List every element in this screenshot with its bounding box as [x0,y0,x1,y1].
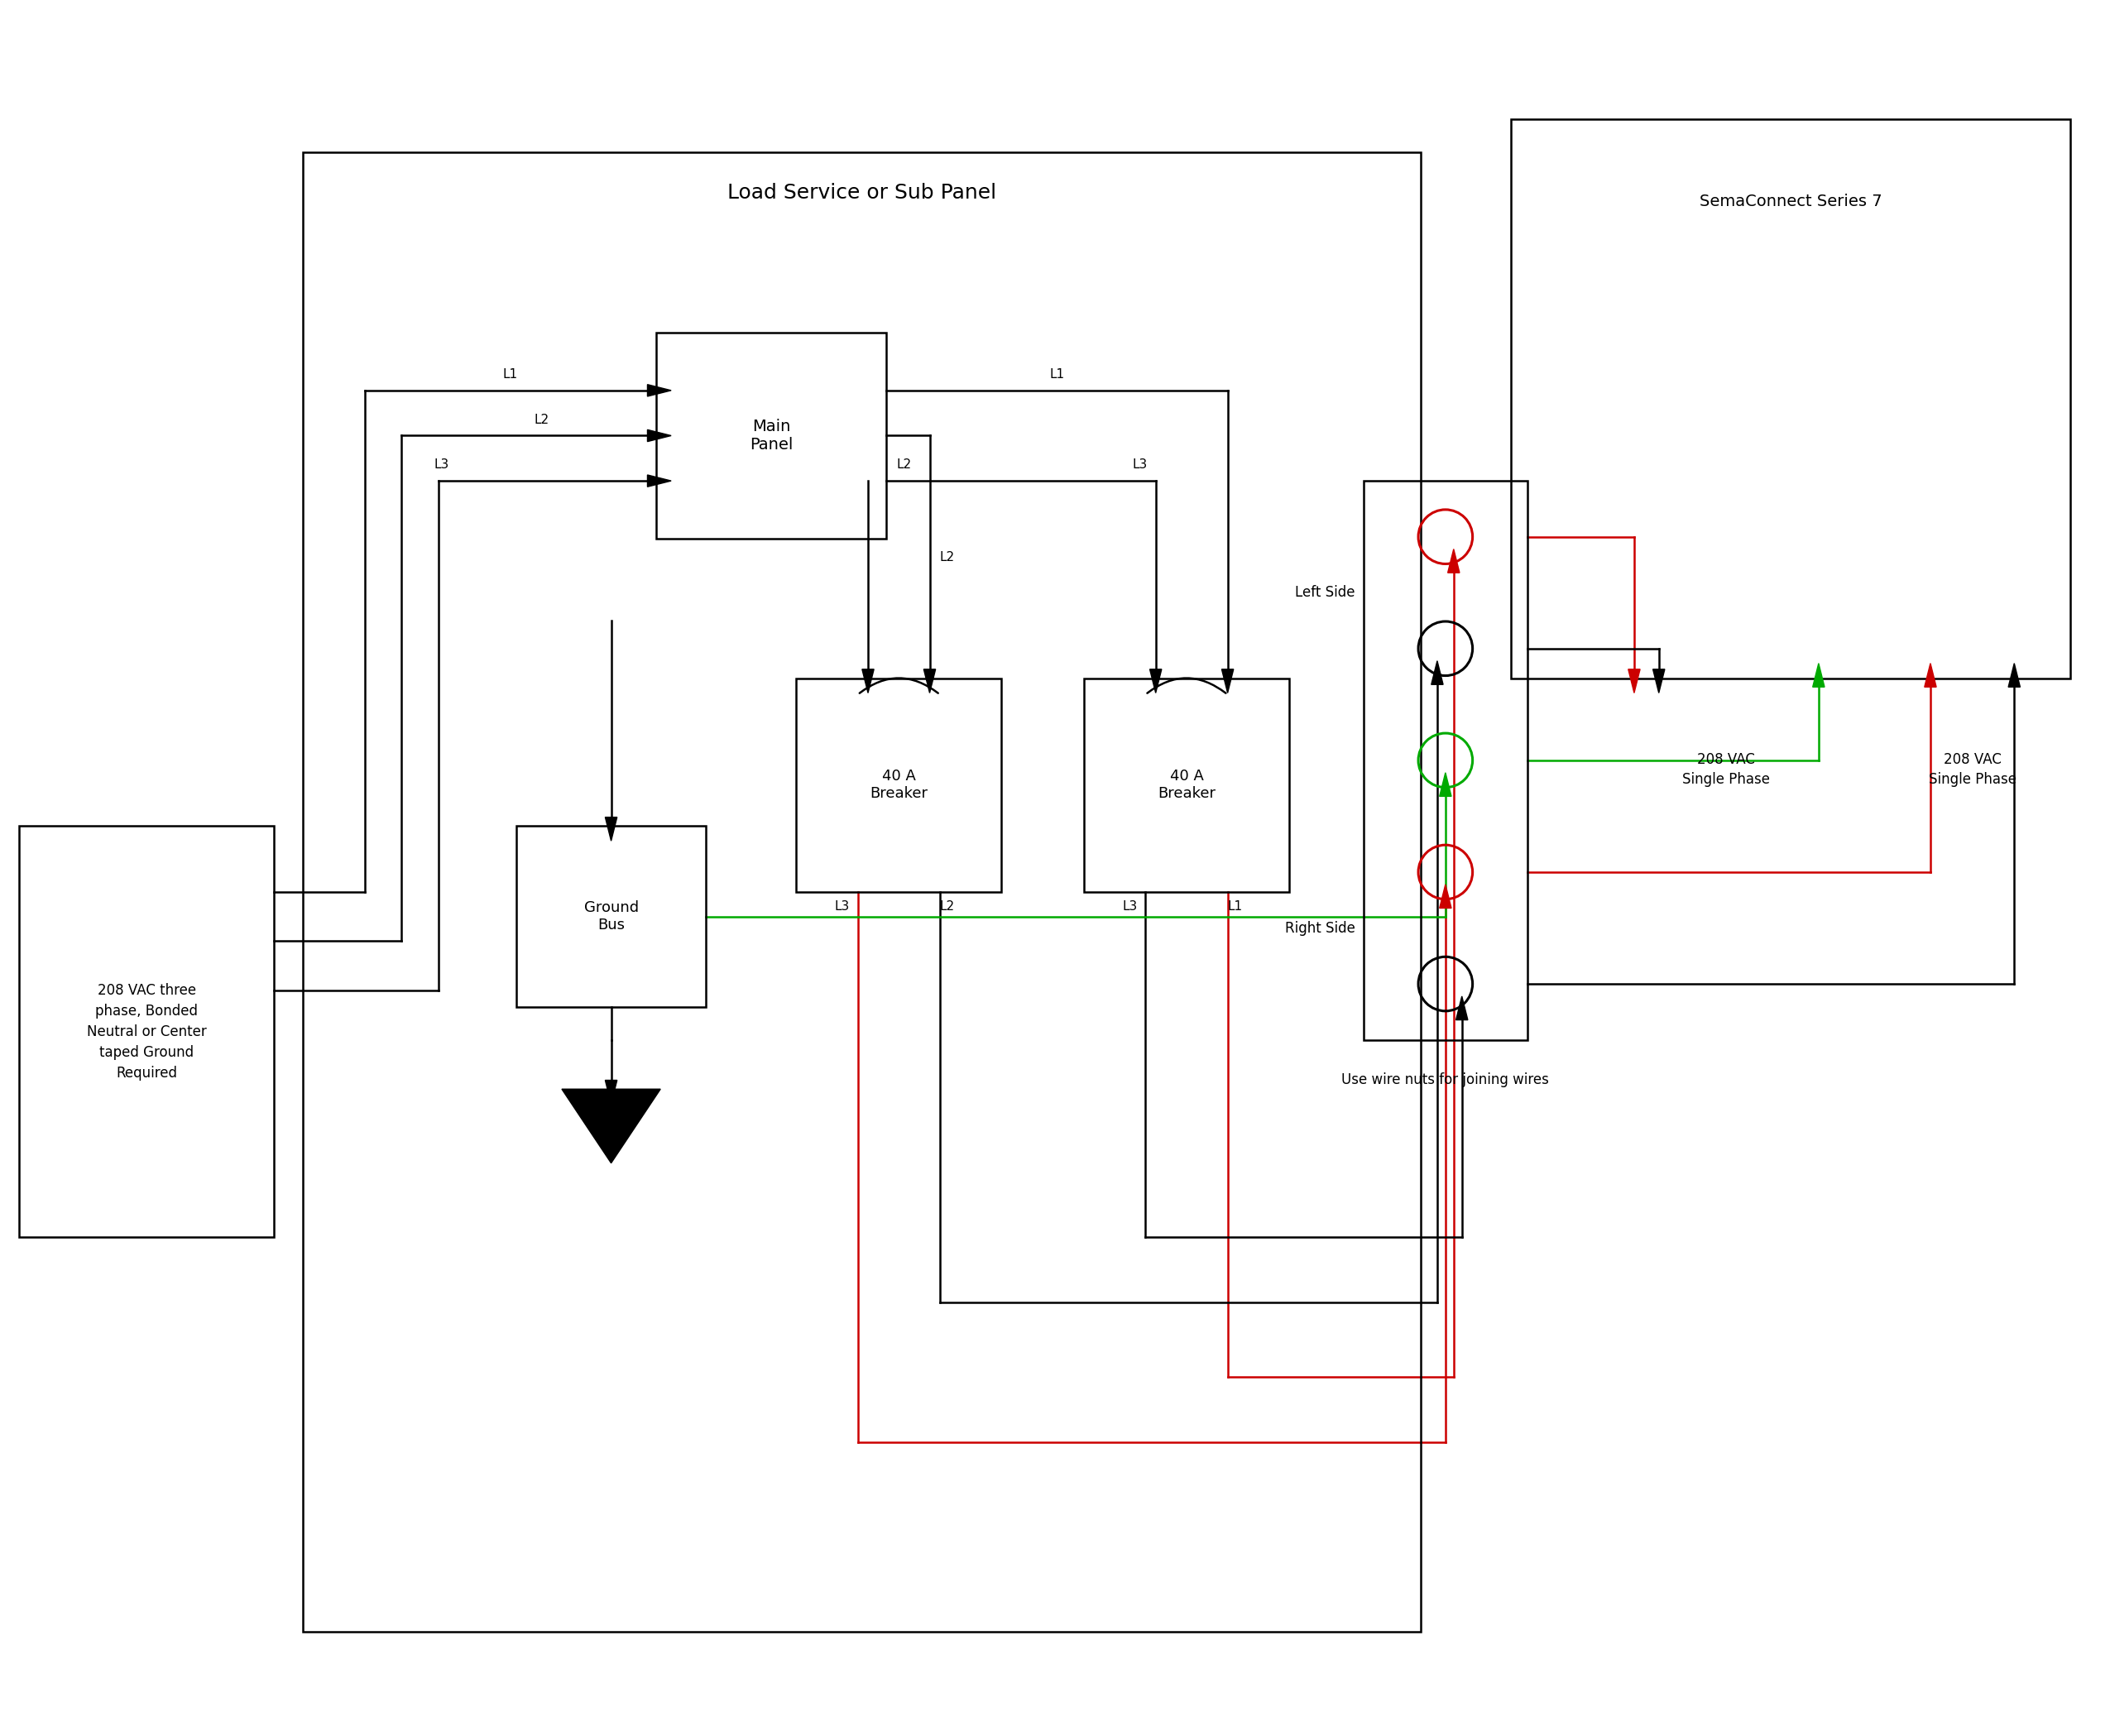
Polygon shape [1629,670,1639,693]
Text: Use wire nuts for joining wires: Use wire nuts for joining wires [1342,1073,1549,1087]
Text: L3: L3 [1133,458,1148,470]
Text: L1: L1 [1049,368,1066,380]
Polygon shape [1456,996,1469,1021]
Polygon shape [1812,663,1825,687]
Polygon shape [1431,661,1443,684]
Bar [304,153,1420,1632]
Text: Right Side: Right Side [1285,920,1355,936]
Bar [517,826,705,1007]
Polygon shape [648,431,671,441]
Text: L2: L2 [939,550,954,562]
Polygon shape [1439,773,1452,797]
Polygon shape [1222,670,1234,693]
Polygon shape [2009,663,2019,687]
Polygon shape [648,476,671,486]
Text: L2: L2 [897,458,912,470]
Polygon shape [1652,670,1665,693]
Text: L3: L3 [833,899,850,913]
Polygon shape [648,384,671,396]
Bar [795,679,1002,892]
Text: 208 VAC three
phase, Bonded
Neutral or Center
taped Ground
Required: 208 VAC three phase, Bonded Neutral or C… [87,983,207,1080]
Text: Main
Panel: Main Panel [749,418,793,453]
Text: L1: L1 [502,368,517,380]
Text: SemaConnect Series 7: SemaConnect Series 7 [1699,193,1882,210]
Text: 40 A
Breaker: 40 A Breaker [869,769,928,800]
Text: L3: L3 [1123,899,1137,913]
Text: Left Side: Left Side [1296,585,1355,601]
Bar [656,333,886,538]
Bar [1363,481,1528,1040]
Text: Load Service or Sub Panel: Load Service or Sub Panel [728,184,996,203]
Polygon shape [1447,549,1460,573]
Polygon shape [606,818,616,840]
Polygon shape [1439,884,1452,908]
Bar [1511,120,2070,679]
Text: 208 VAC
Single Phase: 208 VAC Single Phase [1929,752,2017,786]
Polygon shape [924,670,935,693]
Text: Ground
Bus: Ground Bus [584,901,639,932]
Polygon shape [606,1080,616,1104]
Polygon shape [1150,670,1163,693]
Text: 40 A
Breaker: 40 A Breaker [1158,769,1215,800]
Text: L2: L2 [534,413,549,425]
Polygon shape [1924,663,1937,687]
Polygon shape [863,670,874,693]
Bar [1085,679,1289,892]
Text: L3: L3 [435,458,449,470]
Text: 208 VAC
Single Phase: 208 VAC Single Phase [1682,752,1770,786]
Text: L1: L1 [1228,899,1243,913]
Bar [19,826,274,1238]
Polygon shape [561,1088,660,1163]
Text: L2: L2 [939,899,956,913]
